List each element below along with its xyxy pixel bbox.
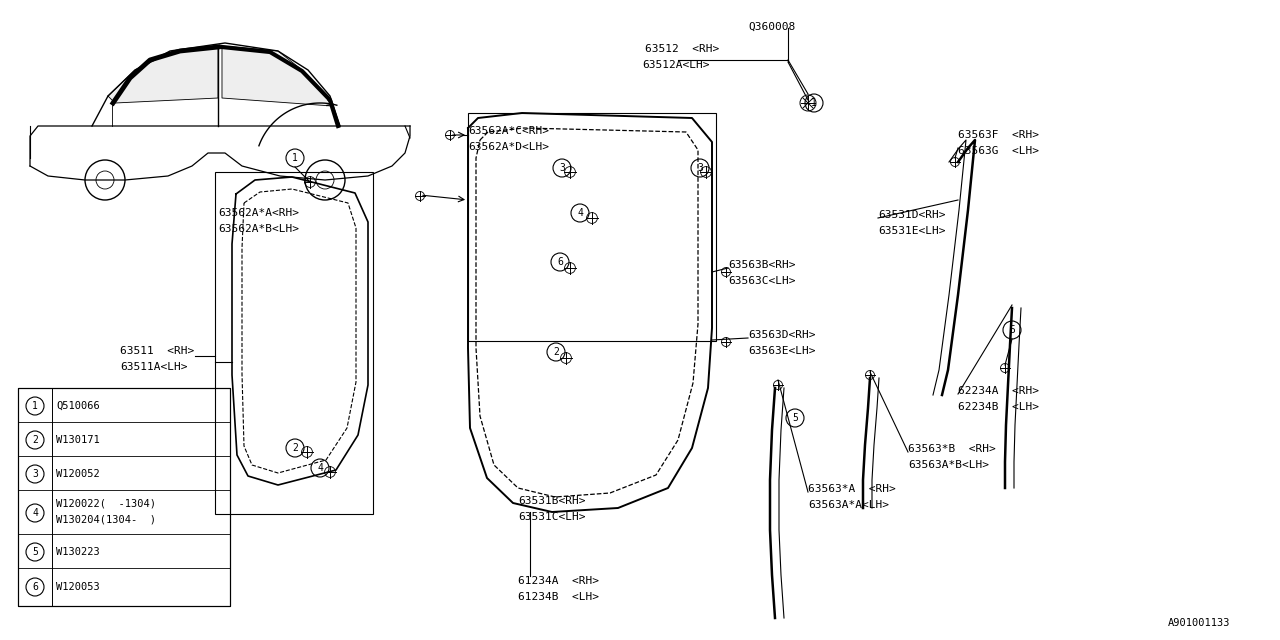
Text: 63562A*D<LH>: 63562A*D<LH> <box>468 142 549 152</box>
Bar <box>215 172 372 514</box>
Text: 4: 4 <box>32 508 38 518</box>
Text: 63512  <RH>: 63512 <RH> <box>645 44 719 54</box>
Text: 2: 2 <box>32 435 38 445</box>
Text: 6: 6 <box>557 257 563 267</box>
Text: Q360008: Q360008 <box>748 22 795 32</box>
Text: 5: 5 <box>32 547 38 557</box>
Polygon shape <box>221 46 332 106</box>
Text: 63563A*B<LH>: 63563A*B<LH> <box>908 460 989 470</box>
Text: 4: 4 <box>317 463 323 473</box>
Text: 1: 1 <box>812 98 817 108</box>
Text: 62234B  <LH>: 62234B <LH> <box>957 402 1039 412</box>
Text: 3: 3 <box>32 469 38 479</box>
Text: 63531C<LH>: 63531C<LH> <box>518 512 585 522</box>
Text: W120053: W120053 <box>56 582 100 592</box>
Text: 63562A*A<RH>: 63562A*A<RH> <box>218 208 300 218</box>
Text: 63563G  <LH>: 63563G <LH> <box>957 146 1039 156</box>
Text: 1: 1 <box>292 153 298 163</box>
Text: W120052: W120052 <box>56 469 100 479</box>
Text: 63562A*B<LH>: 63562A*B<LH> <box>218 224 300 234</box>
Text: 63563A*A<LH>: 63563A*A<LH> <box>808 500 890 510</box>
Bar <box>18 388 230 606</box>
Text: 6: 6 <box>32 582 38 592</box>
Text: 5: 5 <box>792 413 797 423</box>
Bar <box>468 113 716 341</box>
Text: 63563B<RH>: 63563B<RH> <box>728 260 795 270</box>
Text: 3: 3 <box>698 163 703 173</box>
Text: 63563F  <RH>: 63563F <RH> <box>957 130 1039 140</box>
Text: 63531B<RH>: 63531B<RH> <box>518 496 585 506</box>
Text: 4: 4 <box>577 208 582 218</box>
Text: 5: 5 <box>1009 325 1015 335</box>
Text: 63531E<LH>: 63531E<LH> <box>878 226 946 236</box>
Text: 61234A  <RH>: 61234A <RH> <box>518 576 599 586</box>
Text: W130223: W130223 <box>56 547 100 557</box>
Text: 63563C<LH>: 63563C<LH> <box>728 276 795 286</box>
Text: 62234A  <RH>: 62234A <RH> <box>957 386 1039 396</box>
Text: 63512A<LH>: 63512A<LH> <box>643 60 709 70</box>
Text: 1: 1 <box>32 401 38 411</box>
Text: Q510066: Q510066 <box>56 401 100 411</box>
Text: 63511A<LH>: 63511A<LH> <box>120 362 187 372</box>
Text: W130204(1304-  ): W130204(1304- ) <box>56 514 156 524</box>
Text: 63562A*C<RH>: 63562A*C<RH> <box>468 126 549 136</box>
Text: 2: 2 <box>292 443 298 453</box>
Bar <box>18 388 230 606</box>
Text: 2: 2 <box>553 347 559 357</box>
Text: 63563D<RH>: 63563D<RH> <box>748 330 815 340</box>
Text: 63563*A  <RH>: 63563*A <RH> <box>808 484 896 494</box>
Text: W130171: W130171 <box>56 435 100 445</box>
Text: W120022(  -1304): W120022( -1304) <box>56 498 156 508</box>
Text: 3: 3 <box>559 163 564 173</box>
Text: 63563E<LH>: 63563E<LH> <box>748 346 815 356</box>
Text: 63563*B  <RH>: 63563*B <RH> <box>908 444 996 454</box>
Text: 61234B  <LH>: 61234B <LH> <box>518 592 599 602</box>
Text: 63511  <RH>: 63511 <RH> <box>120 346 195 356</box>
Text: A901001133: A901001133 <box>1169 618 1230 628</box>
Text: 63531D<RH>: 63531D<RH> <box>878 210 946 220</box>
Polygon shape <box>108 46 218 103</box>
